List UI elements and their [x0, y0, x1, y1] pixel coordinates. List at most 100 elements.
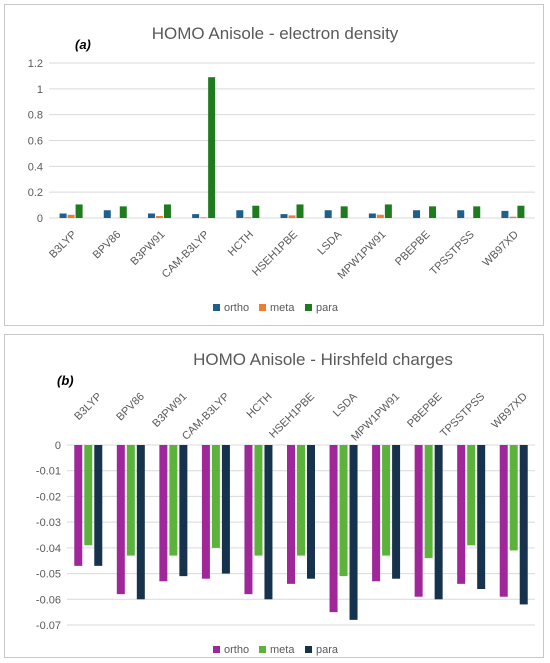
- y-tick-label: -0.07: [36, 620, 61, 632]
- category-label: B3PW91: [128, 229, 167, 268]
- bar-para-b3pw91: [179, 445, 188, 577]
- y-tick-label: -0.03: [36, 517, 61, 529]
- bar-ortho-cam-b3lyp: [201, 445, 210, 579]
- category-label: TPSSTPSS: [438, 391, 487, 440]
- bar-para-wb97xd: [519, 445, 528, 605]
- category-label: TPSSTPSS: [428, 229, 477, 278]
- legend-a: ortho meta para: [213, 302, 339, 314]
- bars-a: [59, 77, 525, 219]
- bar-ortho-bpv86: [116, 445, 125, 595]
- bar-ortho-cam-b3lyp: [192, 214, 200, 218]
- bar-ortho-tpsstpss: [457, 210, 465, 218]
- chart-panel-a: (a) HOMO Anisole - electron density 0 0.2…: [4, 4, 544, 326]
- bar-para-pbepbe: [429, 206, 437, 218]
- bar-ortho-hseh1pbe: [280, 214, 288, 218]
- category-label: B3PW91: [150, 391, 189, 430]
- category-label: CAM-B3LYP: [160, 229, 212, 281]
- bar-para-hseh1pbe: [296, 204, 304, 218]
- bar-meta-b3pw91: [169, 445, 178, 556]
- bar-para-b3pw91: [163, 204, 171, 218]
- legend-swatch-ortho: [213, 304, 220, 311]
- bars-b: [74, 445, 528, 620]
- bar-para-b3lyp: [94, 445, 103, 566]
- bar-ortho-b3lyp: [74, 445, 83, 566]
- bar-meta-cam-b3lyp: [200, 217, 208, 219]
- legend-label-para: para: [316, 302, 339, 314]
- bar-para-lsda: [340, 206, 348, 218]
- y-tick-labels-b: 0 -0.01 -0.02 -0.03 -0.04 -0.05 -0.06 -0.07: [36, 440, 61, 632]
- bar-para-lsda: [349, 445, 358, 620]
- category-label: B3LYP: [72, 391, 104, 423]
- bar-para-tpsstpss: [477, 445, 486, 589]
- chart-title-a: HOMO Anisole - electron density: [152, 24, 399, 43]
- bar-ortho-mpw1pw91: [368, 213, 376, 218]
- bar-meta-b3lyp: [67, 214, 75, 218]
- bar-ortho-tpsstpss: [457, 445, 466, 584]
- category-label: WB97XD: [489, 391, 530, 432]
- category-label: B3LYP: [47, 229, 79, 261]
- legend-swatch-meta: [259, 304, 266, 311]
- category-label: HSEH1PBE: [250, 229, 300, 279]
- bar-para-cam-b3lyp: [221, 445, 230, 574]
- category-label: HCTH: [226, 229, 256, 259]
- legend-label-meta: meta: [270, 644, 295, 656]
- y-tick-label: -0.06: [36, 594, 61, 606]
- bar-para-cam-b3lyp: [208, 77, 216, 218]
- bar-meta-wb97xd: [509, 445, 518, 551]
- bar-meta-pbepbe: [424, 445, 433, 559]
- y-tick-label: -0.01: [36, 466, 61, 478]
- bar-ortho-hseh1pbe: [287, 445, 295, 584]
- bar-meta-mpw1pw91: [382, 445, 391, 556]
- bar-para-mpw1pw91: [392, 445, 401, 579]
- y-tick-label: -0.02: [36, 491, 61, 503]
- legend-swatch-ortho: [213, 646, 220, 653]
- legend-swatch-meta: [259, 646, 266, 653]
- y-tick-label: 0.2: [28, 187, 43, 199]
- bar-meta-b3pw91: [155, 216, 163, 218]
- bar-meta-hseh1pbe: [288, 215, 296, 218]
- bar-ortho-pbepbe: [414, 445, 423, 597]
- bar-ortho-pbepbe: [413, 210, 421, 218]
- panel-label-a: (a): [75, 37, 91, 52]
- bar-meta-b3lyp: [84, 445, 93, 546]
- bar-ortho-hcth: [244, 445, 253, 595]
- y-tick-label: 0.8: [28, 110, 43, 122]
- bar-para-wb97xd: [517, 205, 525, 218]
- legend-label-meta: meta: [270, 302, 295, 314]
- category-label: LSDA: [331, 390, 360, 419]
- legend-label-para: para: [316, 644, 339, 656]
- y-tick-label: 1.2: [28, 58, 43, 70]
- y-tick-label: 0.4: [28, 161, 43, 173]
- chart-panel-b: (b) HOMO Anisole - Hirshfeld charges 0 -0…: [4, 334, 544, 658]
- bar-para-hcth: [264, 445, 273, 600]
- bar-para-hseh1pbe: [307, 445, 315, 579]
- category-label: BPV86: [91, 229, 124, 262]
- category-label: HSEH1PBE: [267, 391, 317, 441]
- y-tick-labels-a: 0 0.2 0.4 0.6 0.8 1 1.2: [28, 58, 43, 225]
- panel-label-b: (b): [57, 373, 74, 388]
- category-label: LSDA: [315, 228, 344, 257]
- y-tick-label: 0.6: [28, 136, 43, 148]
- bar-ortho-lsda: [329, 445, 338, 613]
- legend-swatch-para: [305, 304, 312, 311]
- bar-para-pbepbe: [434, 445, 443, 600]
- bar-ortho-b3pw91: [147, 213, 155, 218]
- chart-title-b: HOMO Anisole - Hirshfeld charges: [193, 350, 453, 369]
- bar-meta-tpsstpss: [467, 445, 476, 546]
- bar-ortho-mpw1pw91: [372, 445, 381, 582]
- bar-meta-cam-b3lyp: [211, 445, 220, 548]
- bar-meta-hcth: [254, 445, 263, 556]
- y-tick-label: -0.04: [36, 543, 61, 555]
- bar-ortho-lsda: [324, 210, 332, 218]
- y-tick-label: 0: [55, 440, 61, 452]
- bar-meta-wb97xd: [509, 216, 517, 218]
- bar-ortho-hcth: [236, 210, 244, 218]
- bar-ortho-b3pw91: [159, 445, 168, 582]
- category-label: PBEPBE: [393, 229, 433, 269]
- electron-density-chart: (a) HOMO Anisole - electron density 0 0.2…: [28, 24, 535, 314]
- bar-para-bpv86: [119, 206, 127, 218]
- legend-label-ortho: ortho: [224, 302, 249, 314]
- category-label: BPV86: [114, 391, 147, 424]
- gridlines-a: [49, 62, 535, 219]
